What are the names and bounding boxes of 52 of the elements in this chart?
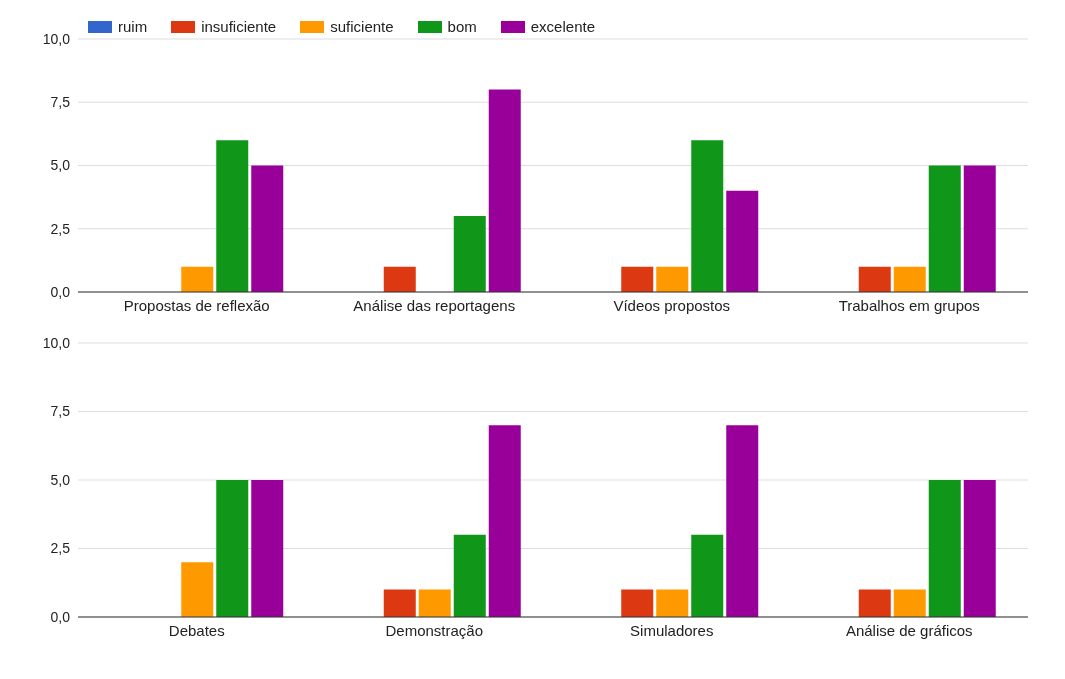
bar [893, 589, 926, 617]
bar [726, 425, 759, 617]
bar [858, 589, 891, 617]
bar [726, 190, 759, 292]
bar [453, 534, 486, 617]
bar [621, 589, 654, 617]
y-tick-label: 2,5 [50, 220, 71, 237]
x-tick-label: Trabalhos em grupos [838, 296, 980, 314]
bar [181, 266, 214, 292]
x-tick-label: Vídeos propostos [613, 296, 731, 314]
legend-label: insuficiente [200, 18, 277, 35]
bar [418, 589, 451, 617]
bar [251, 480, 284, 617]
bar [858, 266, 891, 292]
legend-label: ruim [117, 18, 148, 35]
y-tick-label: 10,0 [42, 334, 71, 351]
legend-label: suficiente [329, 18, 394, 35]
y-tick-label: 0,0 [50, 283, 71, 300]
x-tick-label: Análise das reportagens [353, 296, 516, 314]
y-tick-label: 7,5 [50, 94, 71, 111]
x-tick-label: Debates [168, 621, 225, 639]
bar [691, 534, 724, 617]
bar [963, 480, 996, 617]
legend-label: excelente [529, 18, 595, 35]
bar [691, 140, 724, 292]
bar [453, 216, 486, 292]
y-tick-label: 2,5 [50, 540, 71, 557]
legend-label: bom [446, 18, 477, 35]
bar [251, 165, 284, 292]
x-tick-label: Análise de gráficos [845, 621, 973, 639]
bar [216, 480, 249, 617]
y-tick-label: 0,0 [50, 608, 71, 625]
bar [656, 266, 689, 292]
x-tick-label: Simuladores [630, 621, 714, 639]
x-tick-label: Demonstração [385, 621, 484, 639]
bar [216, 140, 249, 292]
bar [621, 266, 654, 292]
y-tick-label: 5,0 [50, 471, 71, 488]
bar [928, 480, 961, 617]
bar [383, 266, 416, 292]
y-tick-label: 7,5 [50, 403, 71, 420]
y-tick-label: 5,0 [50, 157, 71, 174]
bar [181, 562, 214, 617]
bar [893, 266, 926, 292]
bar [383, 589, 416, 617]
x-tick-label: Propostas de reflexão [123, 296, 270, 314]
bar [656, 589, 689, 617]
bar [488, 425, 521, 617]
bar [963, 165, 996, 292]
bar [488, 89, 521, 292]
y-tick-label: 10,0 [42, 30, 71, 47]
bar [928, 165, 961, 292]
